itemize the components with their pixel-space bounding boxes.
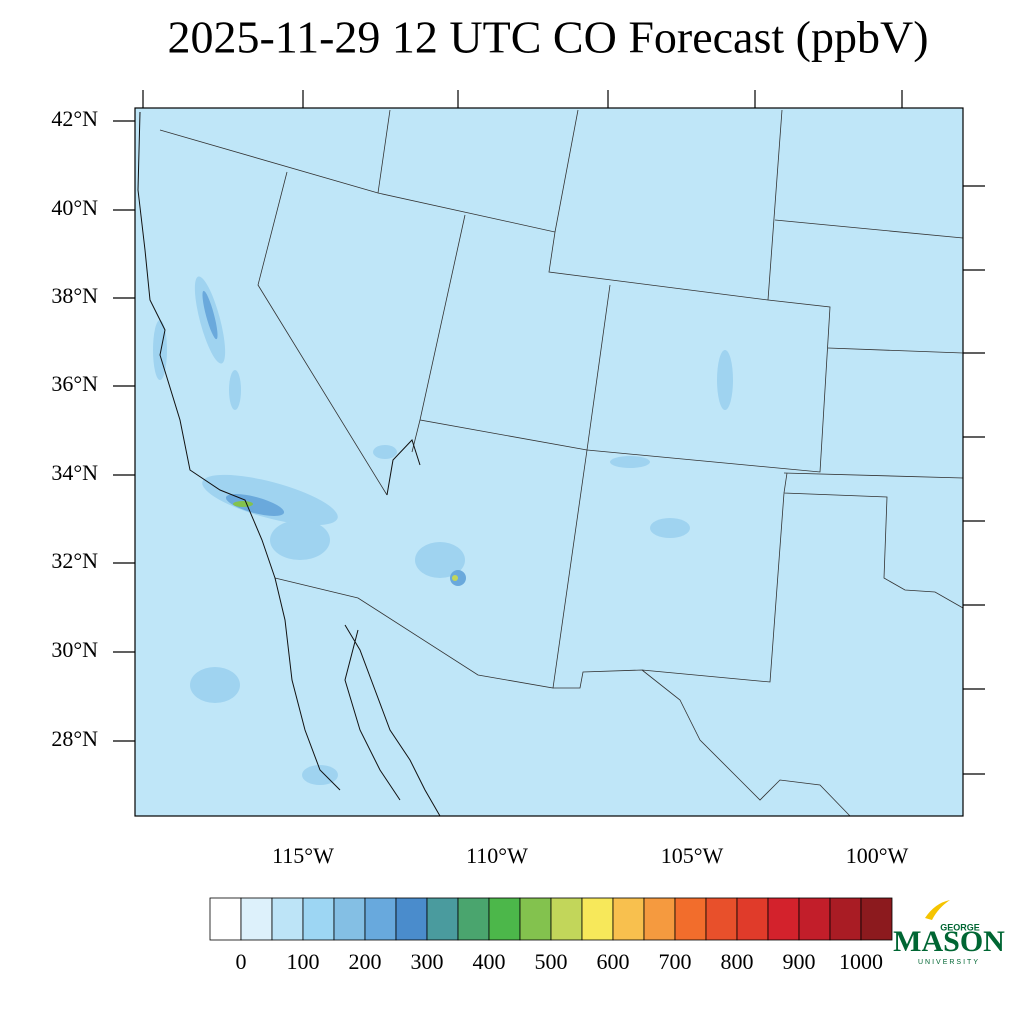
- title: 2025-11-29 12 UTC CO Forecast (ppbV): [167, 12, 928, 63]
- logo-main: MASON: [893, 925, 1005, 958]
- colorbar-box: [736, 897, 769, 941]
- colorbar-box: [457, 897, 490, 941]
- colorbar-box: [333, 897, 366, 941]
- colorbar-label: 200: [349, 949, 382, 974]
- colorbar-box: [519, 897, 552, 941]
- map: [134, 90, 985, 817]
- colorbar-box: [767, 897, 800, 941]
- colorbar-label: 0: [236, 949, 247, 974]
- plume-peak: [452, 575, 458, 581]
- colorbar-box: [302, 897, 335, 941]
- colorbar-label: 100: [287, 949, 320, 974]
- map-frame: [134, 107, 964, 817]
- logo: GEORGE MASON UNIVERSITY: [893, 900, 1005, 966]
- colorbar-box: [364, 897, 397, 941]
- lon-label: 115°W: [272, 843, 334, 868]
- colorbar-box: [581, 897, 614, 941]
- lat-label: 28°N: [51, 726, 98, 751]
- colorbar-label: 300: [411, 949, 444, 974]
- lon-label: 100°W: [846, 843, 909, 868]
- state-borders: [159, 109, 964, 817]
- colorbar-box: [612, 897, 645, 941]
- logo-bottom: UNIVERSITY: [918, 959, 980, 966]
- colorbar-label: 500: [535, 949, 568, 974]
- colorbar-box: [271, 897, 304, 941]
- logo-swoosh: [925, 900, 950, 920]
- plumes: [153, 276, 733, 785]
- colorbar-label: 800: [721, 949, 754, 974]
- colorbar-box: [488, 897, 521, 941]
- colorbar-box: [798, 897, 831, 941]
- lat-label: 42°N: [51, 106, 98, 131]
- colorbar-box: [643, 897, 676, 941]
- plume-peak: [233, 501, 253, 507]
- colorbar-box: [426, 897, 459, 941]
- colorbar-box: [860, 897, 893, 941]
- colorbar-box: [674, 897, 707, 941]
- colorbar-label: 900: [783, 949, 816, 974]
- plume-cores: [202, 290, 466, 586]
- colorbar-label: 600: [597, 949, 630, 974]
- lat-label: 38°N: [51, 283, 98, 308]
- colorbar-label: 400: [473, 949, 506, 974]
- colorbar-box: [829, 897, 862, 941]
- colorbar-box: [705, 897, 738, 941]
- lon-label: 110°W: [466, 843, 528, 868]
- lat-label: 34°N: [51, 460, 98, 485]
- colorbar-label: 1000: [839, 949, 883, 974]
- map-background: [135, 108, 963, 816]
- lon-label: 105°W: [661, 843, 724, 868]
- lat-label: 40°N: [51, 195, 98, 220]
- logo-top: GEORGE: [940, 922, 980, 932]
- colorbar-box: [395, 897, 428, 941]
- colorbar-box: [240, 897, 273, 941]
- frame-ticks: [142, 90, 985, 775]
- coastline: [137, 111, 441, 817]
- lat-label: 32°N: [51, 548, 98, 573]
- lat-label: 36°N: [51, 371, 98, 396]
- colorbar-box: [209, 897, 242, 941]
- lat-label: 30°N: [51, 637, 98, 662]
- colorbar-label: 700: [659, 949, 692, 974]
- colorbar-box: [550, 897, 583, 941]
